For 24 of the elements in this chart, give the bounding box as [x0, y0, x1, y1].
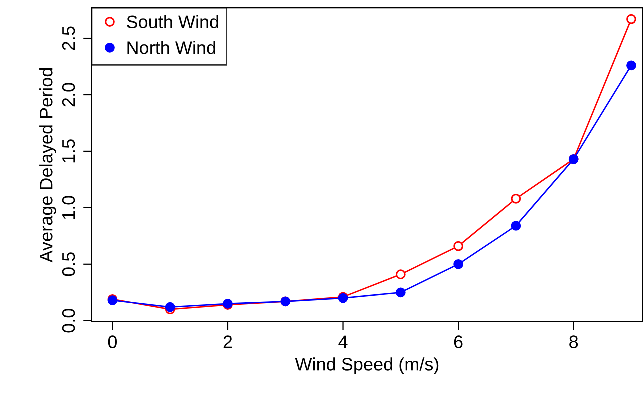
point [626, 14, 636, 24]
x-axis-title: Wind Speed (m/s) [295, 358, 439, 374]
point [454, 241, 464, 252]
point [396, 288, 406, 298]
point [511, 221, 522, 231]
point [454, 259, 464, 270]
y-tick-label: 2.0 [62, 83, 76, 107]
y-tick-label: 0.0 [62, 309, 76, 333]
y-tick-label: 0.5 [62, 252, 76, 276]
y-tick-label: 2.5 [62, 26, 76, 50]
y-tick-label: 1.5 [62, 140, 76, 163]
x-tick-label: 8 [570, 336, 578, 348]
y-tick-label: 1.0 [62, 196, 76, 220]
legend-label: South Wind [127, 15, 218, 29]
x-tick-label: 0 [108, 336, 118, 348]
x-tick-label: 4 [338, 336, 348, 348]
y-axis-title: Average Delayed Period [40, 68, 56, 263]
point [626, 60, 636, 71]
x-tick-label: 6 [454, 336, 463, 348]
point [511, 194, 522, 204]
legend-label: North Wind [128, 41, 216, 54]
point [165, 302, 176, 312]
x-tick-label: 2 [224, 336, 232, 348]
point [396, 270, 406, 280]
